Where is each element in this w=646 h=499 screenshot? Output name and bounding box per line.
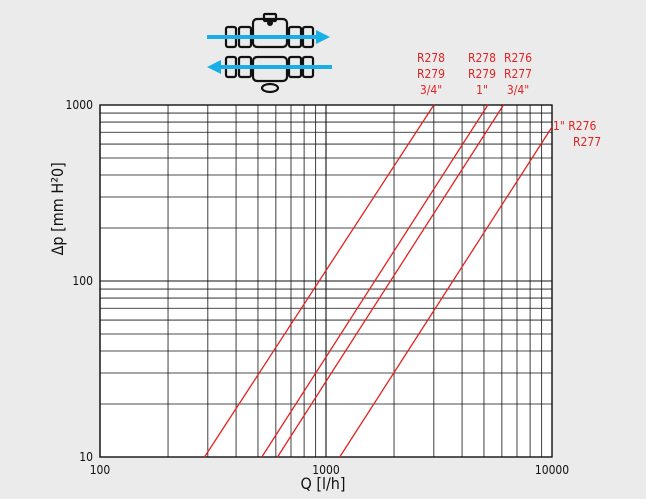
grid [99,104,553,458]
flow-left-arrow-icon [207,60,332,74]
y-tick-label: 100 [72,274,93,288]
plot-frame [99,104,553,458]
series-label: R278 [468,51,496,65]
series-label: 3/4" [420,83,442,97]
series-label: R279 [417,67,445,81]
series-line [203,104,435,458]
series-label: 1" [476,83,488,97]
series-label: R278 [417,51,445,65]
valve-icon [224,12,315,94]
series-label: 1" R276 [553,119,596,133]
series-line [276,104,505,458]
flow-right-arrow-icon [207,30,330,44]
series-label: R276 [504,51,532,65]
series-label: R277 [504,67,532,81]
x-tick-label: 1000 [312,463,340,477]
x-axis-label: Q [l/h] [300,474,345,493]
series-line [261,104,489,458]
series-line [339,126,553,458]
y-tick-label: 1000 [66,98,94,112]
series-label: 3/4" [507,83,529,97]
y-axis-label: Δp [mm H²0] [48,162,67,255]
y-tick-label: 10 [79,450,93,464]
x-tick-label: 100 [90,463,111,477]
x-tick-label: 10000 [535,463,569,477]
series-lines [203,104,553,458]
series-label: R277 [573,135,601,149]
series-labels: R278 R279 3/4" R278 R279 1" R276 R277 3/4" 1" R27… [417,51,601,149]
series-label: R279 [468,67,496,81]
